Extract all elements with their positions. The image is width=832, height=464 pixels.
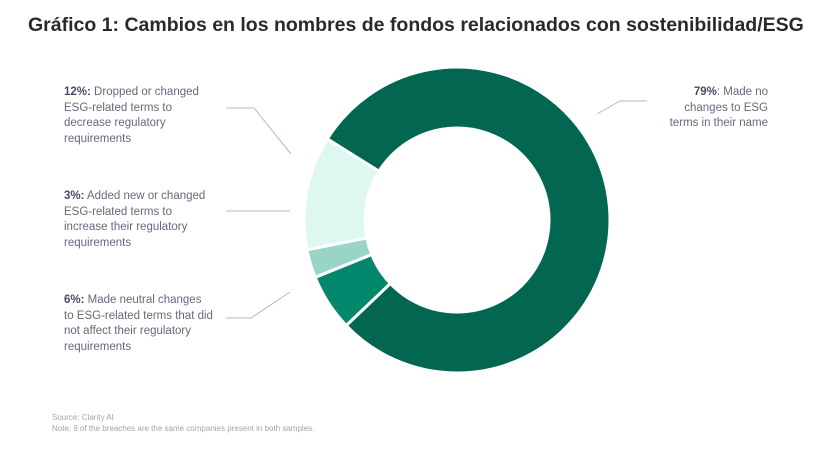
source-text: Source: Clarity AI — [52, 413, 114, 422]
chart-title: Gráfico 1: Cambios en los nombres de fon… — [28, 14, 804, 36]
leader-line-12 — [226, 107, 292, 155]
leader-line-6 — [226, 291, 291, 319]
label-3pct: 3%: Added new or changed ESG-related ter… — [64, 190, 206, 249]
label-6pct: 6%: Made neutral changes to ESG-related … — [64, 294, 213, 353]
footnote: Source: Clarity AI Note: 9 of the breach… — [52, 413, 314, 434]
label-79pct: 79%: Made no changes to ESG terms in the… — [669, 86, 768, 129]
note-text: Note: 9 of the breaches are the same com… — [52, 423, 315, 433]
leader-line-79 — [596, 100, 647, 115]
label-12pct: 12%: Dropped or changed ESG-related term… — [64, 86, 199, 145]
donut-slice-79pct — [325, 65, 612, 375]
donut-slice-12pct — [302, 137, 381, 252]
